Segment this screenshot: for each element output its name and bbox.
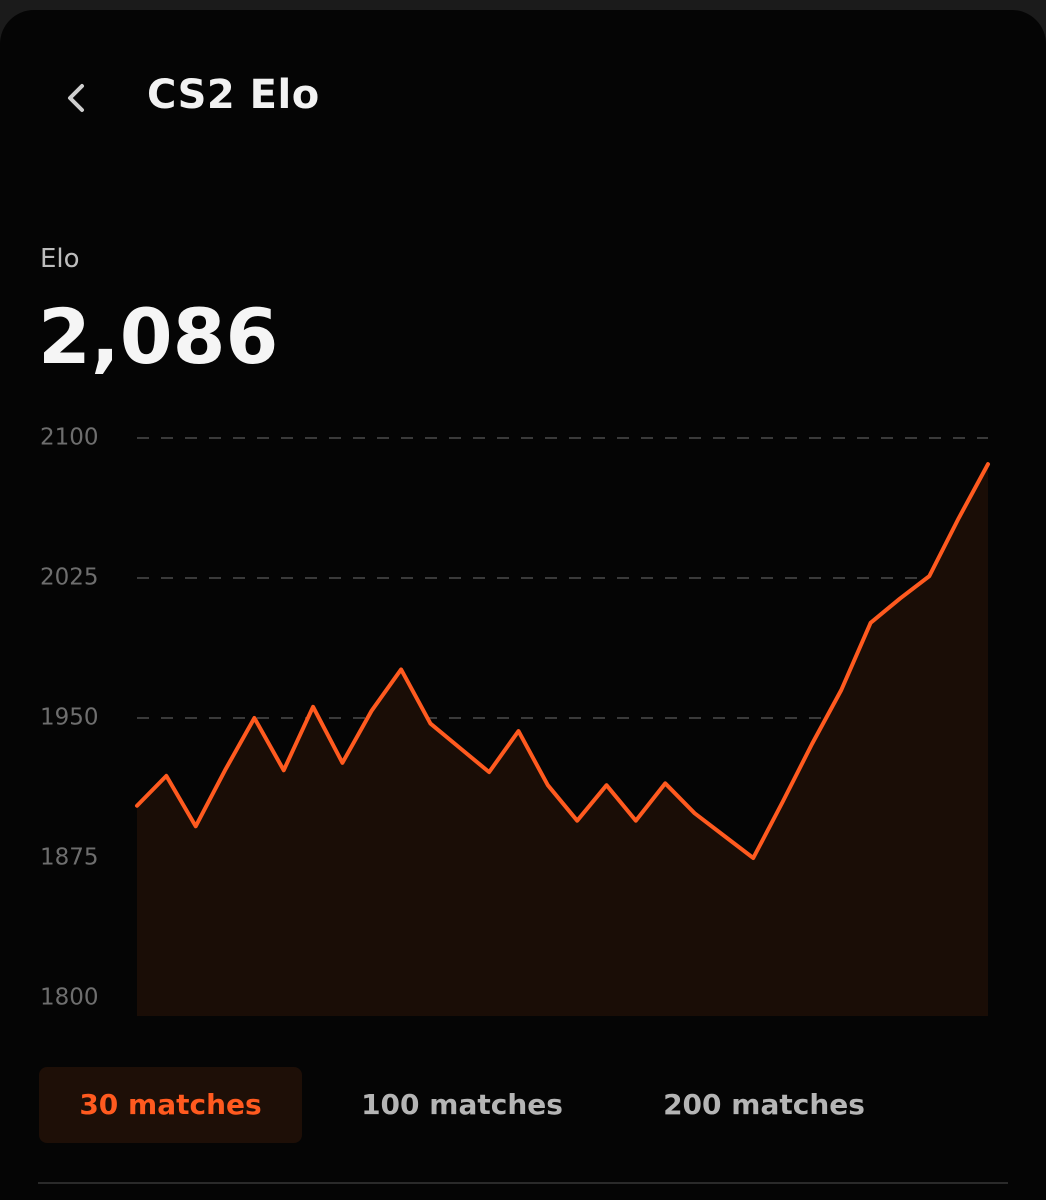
y-tick-label: 2025	[40, 565, 99, 591]
y-tick-label: 1950	[40, 705, 99, 731]
range-tab[interactable]: 100 matches	[361, 1088, 563, 1121]
range-tab[interactable]: 200 matches	[663, 1088, 865, 1121]
back-button[interactable]	[52, 68, 100, 128]
page-title: CS2 Elo	[147, 72, 320, 118]
stat-value: 2,086	[38, 292, 279, 381]
back-icon	[68, 84, 84, 112]
divider	[38, 1182, 1008, 1184]
y-tick-label: 1875	[40, 845, 99, 871]
y-tick-label: 1800	[40, 985, 99, 1011]
range-tab[interactable]: 30 matches	[39, 1067, 302, 1143]
area-fill	[137, 464, 988, 1017]
stat-label: Elo	[40, 244, 80, 274]
y-tick-label: 2100	[40, 425, 99, 451]
elo-line	[135, 462, 990, 860]
